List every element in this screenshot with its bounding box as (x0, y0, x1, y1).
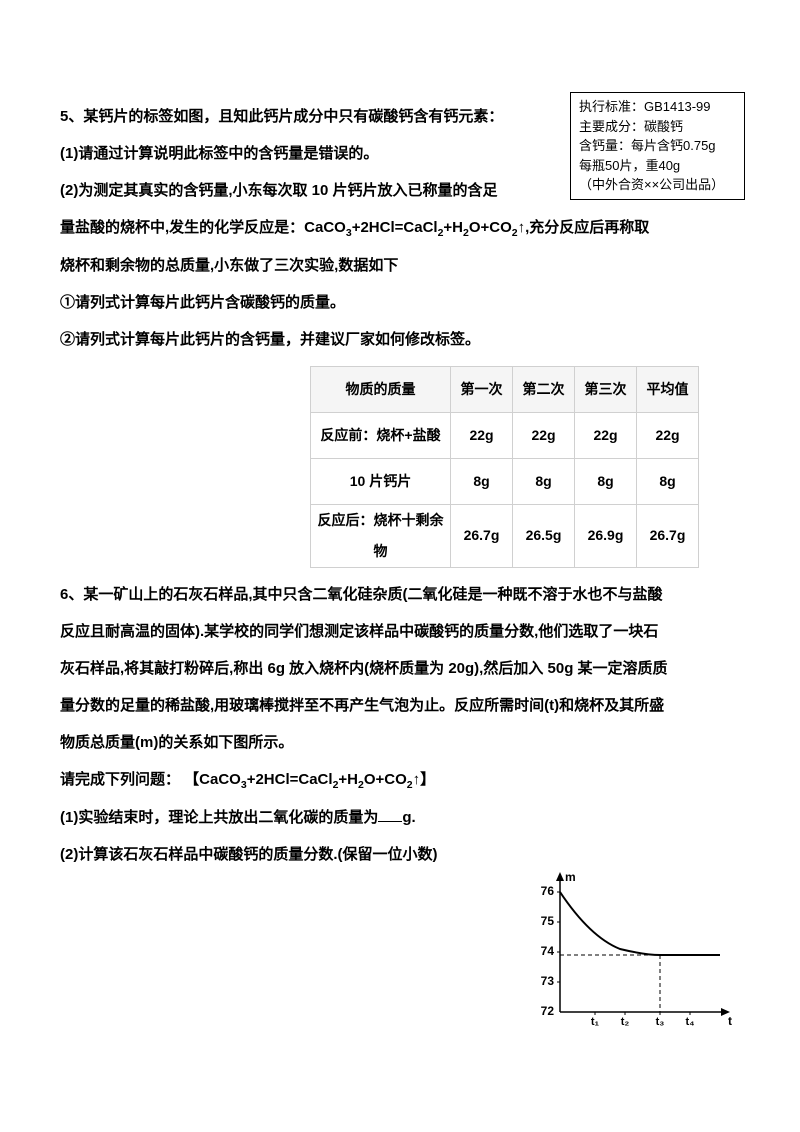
q6-p4: 量分数的足量的稀盐酸,用玻璃棒搅拌至不再产生气泡为止。反应所需时间(t)和烧杯及… (60, 689, 740, 722)
td: 反应后：烧杯十剩余物 (311, 505, 451, 568)
x-tick: t₁ (591, 1016, 600, 1028)
td: 22g (513, 413, 575, 459)
th: 第二次 (513, 367, 575, 413)
formula-part: O+CO (469, 219, 512, 236)
td: 22g (575, 413, 637, 459)
formula-part: +2HCl=CaCl (352, 219, 438, 236)
data-table: 物质的质量 第一次 第二次 第三次 平均值 反应前：烧杯+盐酸 22g 22g … (310, 366, 699, 568)
mass-time-chart: m t 76 75 74 73 72 t₁ t₂ t₃ t₄ (520, 867, 740, 1037)
td: 26.9g (575, 505, 637, 568)
curve (560, 892, 720, 955)
formula-part: O+CO (364, 771, 407, 788)
formula-part: +2HCl=CaCl (247, 771, 333, 788)
y-tick: 73 (541, 974, 555, 988)
label-line-5: （中外合资××公司出品） (579, 175, 736, 195)
td: 26.7g (451, 505, 513, 568)
td: 10 片钙片 (311, 459, 451, 505)
td: 反应前：烧杯+盐酸 (311, 413, 451, 459)
formula-part: ↑,充分反应后再称取 (518, 219, 650, 236)
label-line-2: 主要成分：碳酸钙 (579, 117, 736, 137)
formula-part: 量盐酸的烧杯中,发生的化学反应是：CaCO (60, 219, 346, 236)
td: 22g (637, 413, 699, 459)
td: 8g (637, 459, 699, 505)
q6-p2: 反应且耐高温的固体).某学校的同学们想测定该样品中碳酸钙的质量分数,他们选取了一… (60, 615, 740, 648)
formula-part: +H (338, 771, 358, 788)
td: 8g (575, 459, 637, 505)
q6-p6: 请完成下列问题： 【CaCO3+2HCl=CaCl2+H2O+CO2↑】 (60, 763, 490, 797)
table-row: 物质的质量 第一次 第二次 第三次 平均值 (311, 367, 699, 413)
td: 8g (451, 459, 513, 505)
label-line-4: 每瓶50片，重40g (579, 156, 736, 176)
y-tick: 75 (541, 914, 555, 928)
table-row: 反应后：烧杯十剩余物 26.7g 26.5g 26.9g 26.7g (311, 505, 699, 568)
formula-part: 请完成下列问题： 【CaCO (60, 771, 241, 788)
x-tick: t₂ (621, 1016, 630, 1028)
td: 22g (451, 413, 513, 459)
td: 26.5g (513, 505, 575, 568)
th: 第三次 (575, 367, 637, 413)
formula-part: ↑】 (413, 771, 436, 788)
q6-p7: (1)实验结束时，理论上共放出二氧化碳的质量为 g. (60, 801, 490, 834)
y-tick: 74 (541, 944, 555, 958)
td: 8g (513, 459, 575, 505)
table-row: 反应前：烧杯+盐酸 22g 22g 22g 22g (311, 413, 699, 459)
label-line-3: 含钙量：每片含钙0.75g (579, 136, 736, 156)
q6-p8: (2)计算该石灰石样品中碳酸钙的质量分数.(保留一位小数) (60, 838, 490, 871)
x-tick: t₄ (686, 1016, 695, 1028)
table-row: 10 片钙片 8g 8g 8g 8g (311, 459, 699, 505)
formula-part: +H (443, 219, 463, 236)
y-axis-label: m (565, 870, 576, 884)
text-part: (1)实验结束时，理论上共放出二氧化碳的质量为 (60, 809, 378, 826)
th: 第一次 (451, 367, 513, 413)
th: 平均值 (637, 367, 699, 413)
label-line-1: 执行标准：GB1413-99 (579, 97, 736, 117)
label-box: 执行标准：GB1413-99 主要成分：碳酸钙 含钙量：每片含钙0.75g 每瓶… (570, 92, 745, 200)
x-axis-label: t (728, 1014, 732, 1028)
q5-p3: ①请列式计算每片此钙片含碳酸钙的质量。 (60, 286, 740, 319)
y-tick: 76 (541, 884, 555, 898)
th: 物质的质量 (311, 367, 451, 413)
q6-p1: 6、某一矿山上的石灰石样品,其中只含二氧化硅杂质(二氧化硅是一种既不溶于水也不与… (60, 578, 740, 611)
q5-p2b: 量盐酸的烧杯中,发生的化学反应是：CaCO3+2HCl=CaCl2+H2O+CO… (60, 211, 740, 245)
text-part: g. (402, 809, 415, 826)
q5-p4: ②请列式计算每片此钙片的含钙量，并建议厂家如何修改标签。 (60, 323, 740, 356)
q6-p3: 灰石样品,将其敲打粉碎后,称出 6g 放入烧杯内(烧杯质量为 20g),然后加入… (60, 652, 740, 685)
q5-p2c: 烧杯和剩余物的总质量,小东做了三次实验,数据如下 (60, 249, 740, 282)
x-tick: t₃ (656, 1016, 665, 1028)
y-tick: 72 (541, 1004, 555, 1018)
blank-line (378, 808, 402, 822)
q6-p5: 物质总质量(m)的关系如下图所示。 (60, 726, 490, 759)
td: 26.7g (637, 505, 699, 568)
document-body: 5、某钙片的标签如图，且知此钙片成分中只有碳酸钙含有钙元素： (1)请通过计算说… (60, 100, 740, 871)
